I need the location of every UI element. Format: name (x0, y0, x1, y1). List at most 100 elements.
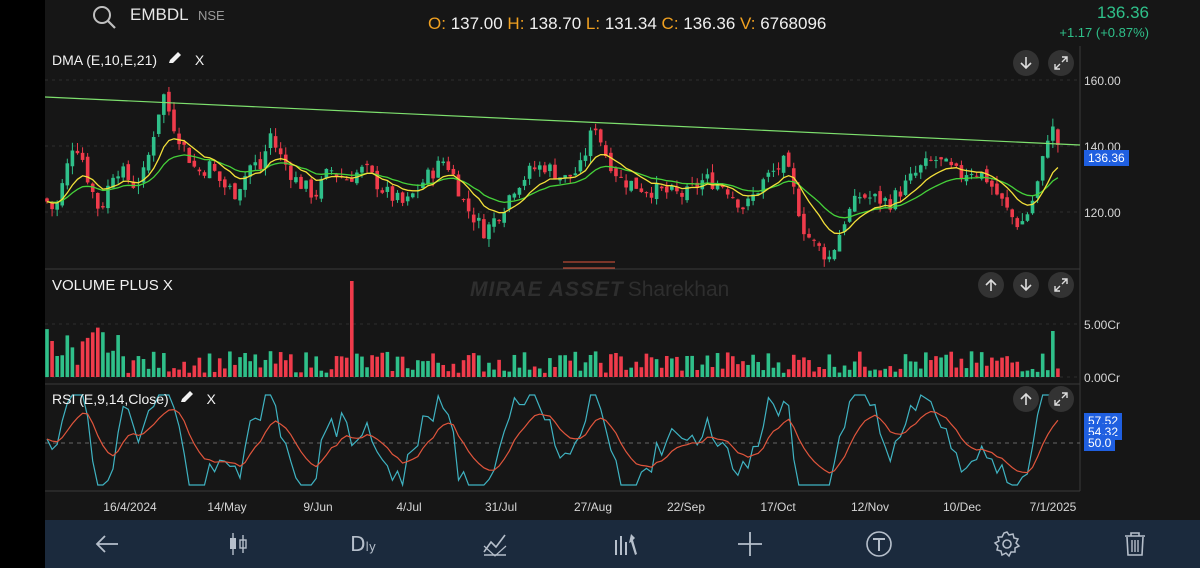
candle-body (482, 219, 486, 239)
volume-bar (522, 352, 527, 377)
volume-move-down-button[interactable] (1013, 272, 1039, 298)
volume-bar (278, 352, 283, 377)
chart-type-button[interactable] (221, 528, 255, 560)
drawing-tools-button[interactable] (478, 528, 512, 560)
candle-body (598, 129, 603, 143)
volume-bar (1045, 370, 1050, 377)
volume-bar (558, 355, 562, 377)
volume-bar (395, 356, 400, 377)
price-move-down-button[interactable] (1013, 50, 1039, 76)
candle-body (197, 169, 202, 172)
rsi-indicator-label[interactable]: RSI (E,9,14,Close) (52, 391, 169, 407)
volume-expand-button[interactable] (1048, 272, 1074, 298)
candle-body (426, 169, 430, 184)
candle-body (842, 224, 847, 232)
candle-body (238, 189, 242, 201)
indicators-button[interactable] (608, 528, 642, 560)
candle-body (583, 155, 588, 161)
volume-bar (283, 360, 288, 377)
volume-bar (903, 354, 908, 377)
volume-bar (141, 359, 146, 377)
candle-body (776, 168, 781, 170)
volume-bar (365, 367, 369, 377)
volume-bar (746, 364, 750, 377)
candle-body (431, 170, 435, 179)
volume-bar (944, 354, 948, 377)
volume-bar (334, 356, 339, 377)
timeframe-button[interactable]: Dly (346, 528, 380, 560)
back-button[interactable] (90, 528, 124, 560)
volume-bar (924, 352, 928, 377)
candle-body (400, 192, 405, 203)
candle-body (985, 169, 989, 183)
volume-bar (441, 364, 446, 377)
candle-body (807, 233, 811, 238)
volume-bar (243, 353, 247, 377)
remove-rsi-button[interactable]: X (206, 391, 216, 407)
price-panel-label: DMA (E,10,E,21) X (52, 51, 204, 68)
volume-bar (238, 357, 242, 377)
volume-bar (532, 366, 537, 377)
candle-body (649, 192, 654, 198)
volume-bar (710, 367, 715, 377)
candle-body (90, 183, 95, 193)
volume-bar (537, 368, 542, 377)
candle-body (817, 243, 821, 246)
pencil-icon[interactable] (179, 390, 195, 404)
candle-body (644, 192, 649, 194)
rsi-expand-button[interactable] (1048, 386, 1074, 412)
candle-body (543, 165, 547, 173)
candle-body (974, 175, 979, 177)
volume-bar (309, 367, 313, 377)
arrow-down-icon (1020, 279, 1032, 292)
arrow-up-icon (985, 278, 997, 291)
volume-bar (380, 352, 385, 377)
candle-body (1020, 221, 1025, 225)
rsi-move-up-button[interactable] (1013, 386, 1039, 412)
candle-body (50, 201, 54, 210)
candle-body (751, 194, 755, 201)
volume-bar (715, 353, 720, 377)
candle-body (949, 161, 954, 166)
ohlcv-readout: O: 137.00 H: 138.70 L: 131.34 C: 136.36 … (428, 14, 826, 34)
pencil-icon[interactable] (167, 51, 183, 65)
remove-dma-button[interactable]: X (194, 52, 205, 68)
volume-bar (619, 356, 623, 377)
candle-body (908, 173, 913, 181)
symbol-name[interactable]: EMBDL (130, 5, 189, 24)
candle-body (497, 219, 501, 222)
volume-bar (817, 367, 821, 377)
volume-bar (609, 354, 613, 377)
settings-button[interactable] (990, 528, 1024, 560)
volume-bar (898, 368, 903, 377)
volume-bar (258, 367, 263, 377)
volume-bar (827, 354, 832, 377)
candle-body (60, 183, 65, 206)
candle-body (761, 179, 766, 193)
candle-body (771, 170, 776, 172)
volume-bar (543, 372, 547, 377)
volume-bar (75, 364, 80, 377)
close-value: 136.36 (683, 14, 736, 33)
volume-bar (466, 355, 471, 377)
candle-body (868, 197, 872, 199)
candle-body (304, 180, 308, 189)
text-tool-button[interactable] (862, 528, 896, 560)
delete-button[interactable] (1118, 528, 1152, 560)
crosshair-button[interactable] (733, 528, 767, 560)
candle-body (664, 186, 669, 193)
volume-panel-label[interactable]: VOLUME PLUS X (52, 277, 173, 294)
candle-body (654, 183, 659, 200)
volume-move-up-button[interactable] (978, 272, 1004, 298)
back-arrow-icon (95, 535, 118, 553)
search-icon[interactable] (91, 4, 117, 30)
price-layer (45, 86, 1081, 269)
volume-bar (151, 351, 156, 377)
candle-body (1056, 129, 1060, 145)
candle-body (365, 163, 369, 166)
dma-indicator-label[interactable]: DMA (E,10,E,21) (52, 52, 158, 68)
chart-canvas[interactable] (45, 0, 1200, 520)
candle-body (319, 178, 324, 199)
candle-body (121, 166, 125, 178)
price-expand-button[interactable] (1048, 50, 1074, 76)
